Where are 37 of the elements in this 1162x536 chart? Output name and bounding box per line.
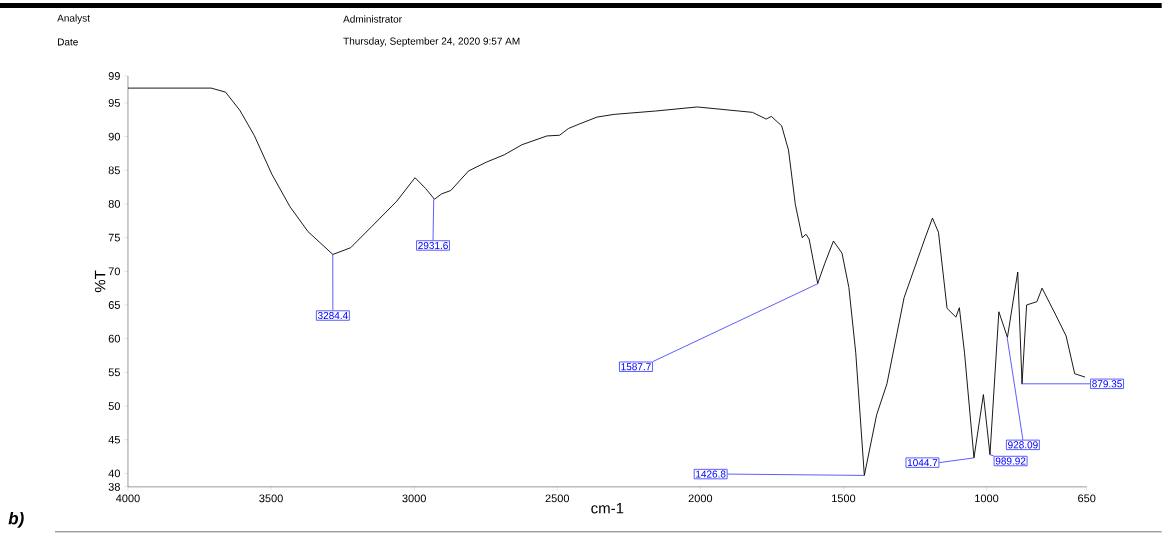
x-axis-title: cm-1: [591, 503, 624, 514]
annotation: 928.09: [1008, 441, 1038, 449]
annotation: 989.92: [995, 457, 1026, 465]
text: b): [8, 512, 24, 528]
x-tick-label: 1500: [832, 494, 856, 503]
annotation: 3284.4: [317, 312, 348, 320]
y-tick-label: 40: [108, 469, 120, 478]
x-tick-label: 1000: [975, 494, 999, 503]
x-tick-label: 650: [1078, 494, 1096, 503]
y-tick-label: 85: [108, 166, 120, 175]
y-tick-label: 45: [108, 435, 120, 444]
x-tick-label: 4000: [115, 494, 140, 503]
annotation: 1587.7: [621, 363, 651, 371]
x-tick-label: 2000: [688, 494, 713, 503]
y-tick-label: 99: [108, 72, 120, 80]
y-tick-label: 95: [108, 99, 120, 107]
y-tick-label: 70: [108, 267, 120, 276]
annotation: 2931.6: [418, 242, 448, 250]
annotation: 1044.7: [907, 459, 938, 467]
x-tick-label: 2500: [545, 494, 570, 503]
text: Analyst: [57, 14, 90, 24]
y-tick-label: 50: [108, 402, 120, 410]
x-tick-label: 3000: [402, 494, 426, 503]
y-tick-label: 55: [108, 368, 120, 377]
y-axis-title: %T: [94, 270, 106, 293]
text: Date: [58, 38, 78, 46]
text: Thursday, September 24, 2020 9:57 AM: [343, 37, 520, 47]
y-tick-label: 38: [108, 483, 120, 491]
x-tick-label: 3500: [259, 494, 283, 503]
y-tick-label: 80: [108, 200, 120, 208]
y-tick-label: 65: [108, 301, 120, 309]
y-tick-label: 75: [108, 233, 120, 242]
y-tick-label: 90: [108, 132, 120, 141]
text: Administrator: [343, 15, 402, 23]
annotation: 879.35: [1092, 380, 1122, 388]
y-tick-label: 60: [108, 334, 120, 343]
annotation: 1426.8: [696, 470, 726, 478]
